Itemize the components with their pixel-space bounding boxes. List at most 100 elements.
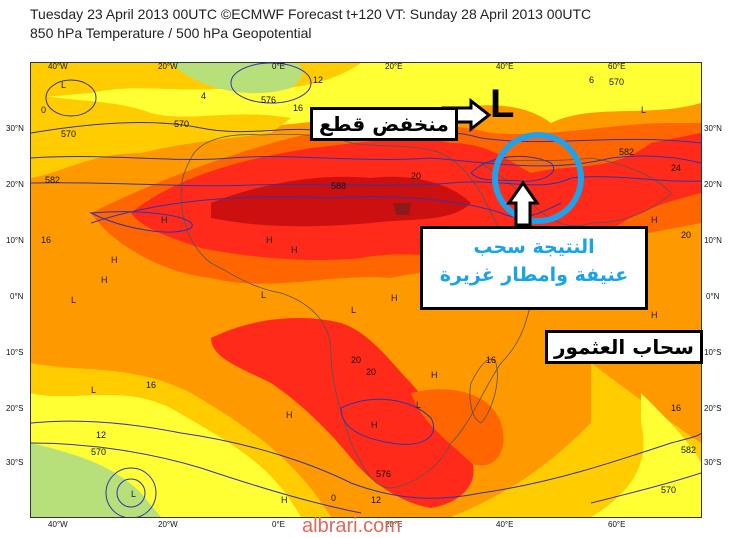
contour-label: 0 (41, 105, 46, 115)
lon-tick-top: 60°E (608, 62, 626, 71)
contour-576-south (31, 442, 362, 514)
lon-tick-top: 40°W (48, 62, 68, 71)
contour-588-closed-south (340, 398, 434, 445)
contour-label: 6 (589, 75, 594, 85)
high-marker: H (161, 215, 168, 225)
contour-label: 20 (411, 171, 421, 181)
temp-band-darkorange-madagascar (411, 389, 504, 466)
high-marker: H (111, 255, 118, 265)
lat-tick-left: 30°S (6, 458, 24, 467)
lat-tick-right: 20°S (704, 404, 722, 413)
high-marker: H (371, 420, 378, 430)
lon-tick-bottom: 40°W (48, 520, 68, 529)
madagascar-outline (469, 358, 498, 424)
lon-tick-bottom: 20°E (385, 520, 403, 529)
result-label-line2: عنيفة وامطار غزيرة (439, 264, 629, 286)
lat-tick-right: 0°N (706, 292, 720, 301)
contour-label: 576 (376, 469, 391, 479)
contour-label: 16 (486, 355, 496, 365)
high-marker: H (391, 293, 398, 303)
temp-band-maroon (393, 203, 411, 215)
lon-tick-top: 20°W (158, 62, 178, 71)
contour-576-se (590, 472, 701, 504)
contour-label: 20 (681, 230, 691, 240)
low-marker: L (351, 305, 356, 315)
low-marker: L (131, 489, 136, 499)
contour-label: 588 (331, 181, 346, 191)
contour-label: 16 (146, 380, 156, 390)
temp-band-green-north (171, 63, 303, 94)
lat-tick-right: 30°S (704, 458, 722, 467)
usman-clouds-label: سحاب العثمور (545, 330, 703, 364)
cutoff-low-label: منخفض قطع (310, 107, 458, 141)
contour-label: 20 (351, 355, 361, 365)
low-marker: L (91, 385, 96, 395)
contour-label: 570 (61, 129, 76, 139)
low-marker: L (61, 80, 66, 90)
contour-label: 570 (174, 119, 189, 129)
lon-tick-top: 0°E (272, 62, 285, 71)
contour-low-sw-inner (116, 478, 146, 508)
contour-576 (31, 155, 701, 167)
contour-label: 576 (261, 95, 276, 105)
high-marker: H (651, 215, 658, 225)
contour-label: 16 (41, 235, 51, 245)
lon-tick-bottom: 20°W (158, 520, 178, 529)
contour-label: 570 (609, 77, 624, 87)
contour-label: 582 (45, 175, 60, 185)
lat-tick-right: 10°N (704, 236, 722, 245)
contour-label: 12 (313, 75, 323, 85)
up-arrow-icon (506, 180, 540, 227)
low-marker: L (71, 295, 76, 305)
contour-label: 12 (96, 430, 106, 440)
lat-tick-right: 30°N (704, 124, 722, 133)
chart-title-line1: Tuesday 23 April 2013 00UTC ©ECMWF Forec… (30, 6, 592, 22)
result-label-line1: النتيجة سحب (473, 236, 595, 258)
contour-label: 4 (201, 91, 206, 101)
contour-label: 570 (91, 447, 106, 457)
temperature-field: 0 570 570 576 12 16 4 16 582 588 20 582 … (31, 63, 701, 517)
contour-582-south (31, 420, 701, 499)
lat-tick-left: 30°N (6, 124, 24, 133)
contour-588-closed-west (89, 211, 193, 233)
contour-label: 24 (671, 163, 681, 173)
high-marker: H (281, 495, 288, 505)
high-marker: H (101, 275, 108, 285)
contour-582 (31, 176, 701, 187)
temp-band-yellow-se (591, 393, 701, 517)
lon-tick-bottom: 40°E (496, 520, 514, 529)
lon-tick-top: 40°E (496, 62, 514, 71)
weather-map: 0 570 570 576 12 16 4 16 582 588 20 582 … (30, 62, 702, 518)
contour-low-nw (45, 79, 97, 117)
result-label: النتيجة سحب عنيفة وامطار غزيرة (420, 226, 648, 310)
high-marker: H (431, 370, 438, 380)
lon-tick-bottom: 0°E (272, 520, 285, 529)
lat-tick-right: 10°S (704, 348, 722, 357)
contour-label: 582 (619, 147, 634, 157)
high-marker: H (286, 410, 293, 420)
africa-outline (180, 133, 533, 489)
contour-label: 582 (681, 445, 696, 455)
high-marker: H (266, 235, 273, 245)
contour-label: 0 (331, 493, 336, 503)
low-marker: L (641, 105, 646, 115)
arrow-up-to-circle (506, 180, 540, 227)
highlight-circle (492, 132, 584, 224)
contour-label: 16 (671, 403, 681, 413)
high-marker: H (291, 245, 298, 255)
watermark: albrari.com (302, 515, 401, 537)
contour-label: 12 (371, 495, 381, 505)
lat-tick-left: 10°N (6, 236, 24, 245)
lat-tick-left: 10°S (6, 348, 24, 357)
cutoff-low-symbol: L (490, 82, 515, 126)
chart-title-line2: 850 hPa Temperature / 500 hPa Geopotenti… (30, 25, 312, 41)
low-marker: L (416, 400, 421, 410)
lat-tick-right: 20°N (704, 180, 722, 189)
lat-tick-left: 20°S (6, 404, 24, 413)
temp-band-red-south (211, 318, 474, 508)
contour-low-sw-outer (105, 467, 157, 517)
contour-high-north (230, 63, 312, 104)
contour-label: 570 (661, 485, 676, 495)
lon-tick-top: 20°E (385, 62, 403, 71)
lon-tick-bottom: 60°E (608, 520, 626, 529)
